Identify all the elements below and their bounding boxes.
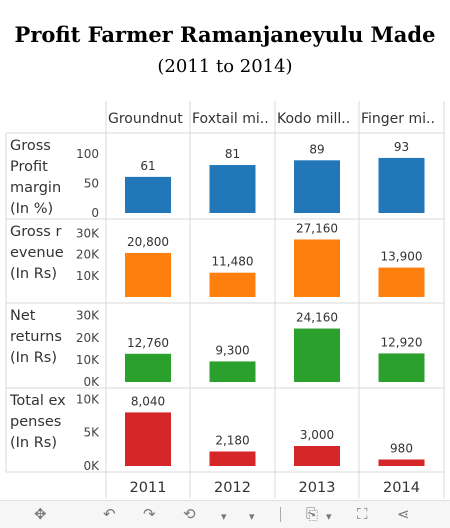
- bar: [294, 446, 340, 466]
- row-label: margin: [10, 180, 61, 196]
- undo-icon[interactable]: ↶: [103, 505, 116, 523]
- bar: [209, 272, 256, 297]
- column-header: Kodo mill..: [277, 111, 350, 127]
- column-header: Finger mi..: [361, 111, 435, 127]
- export-icon[interactable]: ⎘: [306, 505, 319, 523]
- x-tick-label: 2012: [214, 480, 251, 496]
- row-label: evenue: [10, 245, 64, 261]
- move-icon[interactable]: ✥: [34, 505, 47, 523]
- data-label: 12,760: [127, 336, 169, 350]
- y-tick-label: 20K: [76, 331, 100, 345]
- bar: [125, 412, 171, 466]
- chart-svg: Groundnut Foxtail mi.. Kodo mill.. Finger m…: [5, 101, 445, 498]
- data-label: 980: [390, 441, 413, 455]
- data-label: 8,040: [131, 394, 165, 408]
- y-tick-label: 0K: [83, 375, 100, 389]
- data-label: 20,800: [127, 235, 169, 249]
- data-label: 61: [140, 159, 155, 173]
- y-tick-label: 0: [91, 206, 99, 220]
- x-tick-label: 2013: [299, 480, 336, 496]
- bar: [294, 239, 340, 297]
- bar: [378, 459, 425, 466]
- bar: [209, 361, 256, 382]
- toolbar-divider: [280, 507, 281, 522]
- y-tick-label: 10K: [76, 392, 100, 406]
- x-tick-label: 2011: [130, 480, 167, 496]
- column-header: Foxtail mi..: [192, 111, 269, 127]
- y-tick-label: 10K: [76, 353, 100, 367]
- y-tick-label: 100: [76, 147, 99, 161]
- bar: [378, 267, 425, 297]
- y-tick-label: 0K: [83, 459, 100, 473]
- bar: [209, 165, 256, 213]
- data-label: 3,000: [300, 428, 334, 442]
- column-header: Groundnut: [108, 111, 183, 127]
- chart-subtitle: (2011 to 2014): [157, 56, 293, 77]
- share-icon[interactable]: ⋖: [397, 505, 410, 523]
- row-label: Gross r: [10, 224, 61, 240]
- row-label: Total ex: [9, 393, 66, 409]
- bar: [294, 328, 340, 382]
- bar: [209, 451, 256, 466]
- data-label: 2,180: [215, 433, 249, 447]
- bar: [125, 353, 171, 382]
- reset-menu-icon[interactable]: ▾: [221, 510, 227, 523]
- chevron-down-icon[interactable]: ▾: [249, 510, 255, 523]
- y-tick-label: 50: [84, 176, 99, 190]
- data-label: 27,160: [296, 221, 338, 235]
- y-tick-label: 20K: [76, 248, 100, 262]
- row-label: (In Rs): [10, 266, 57, 282]
- row-label: (In Rs): [10, 350, 57, 366]
- row-label: Profit: [10, 159, 48, 175]
- row-label: (In Rs): [10, 435, 57, 451]
- x-tick-label: 2014: [383, 480, 420, 496]
- bar: [125, 176, 171, 213]
- redo-icon[interactable]: ↷: [143, 505, 156, 523]
- export-menu-icon[interactable]: ▾: [326, 510, 332, 523]
- y-tick-label: 30K: [76, 309, 100, 323]
- data-label: 89: [309, 142, 324, 156]
- row-label: penses: [10, 414, 61, 430]
- chart-toolbar: ✥ ↶ ↷ ⟲ ▾ ▾ ⎘ ▾ ⛶ ⋖: [0, 500, 450, 528]
- data-label: 11,480: [212, 255, 254, 269]
- chart-title: Profit Farmer Ramanjaneyulu Made: [14, 22, 436, 47]
- row-label: returns: [10, 329, 62, 345]
- data-label: 93: [394, 140, 409, 154]
- bar: [378, 157, 425, 213]
- data-label: 81: [225, 147, 240, 161]
- y-tick-label: 10K: [76, 269, 100, 283]
- row-label: Gross: [10, 138, 51, 154]
- data-label: 9,300: [215, 343, 249, 357]
- data-label: 24,160: [296, 311, 338, 325]
- data-label: 12,920: [381, 335, 423, 349]
- bar: [378, 353, 425, 382]
- bar: [294, 160, 340, 213]
- y-tick-label: 5K: [83, 426, 100, 440]
- bar: [125, 252, 171, 297]
- fullscreen-icon[interactable]: ⛶: [357, 505, 368, 523]
- reset-icon[interactable]: ⟲: [183, 505, 196, 523]
- data-label: 13,900: [381, 250, 423, 264]
- row-label: (In %): [10, 201, 53, 217]
- row-label: Net: [10, 308, 36, 324]
- y-tick-label: 30K: [76, 226, 100, 240]
